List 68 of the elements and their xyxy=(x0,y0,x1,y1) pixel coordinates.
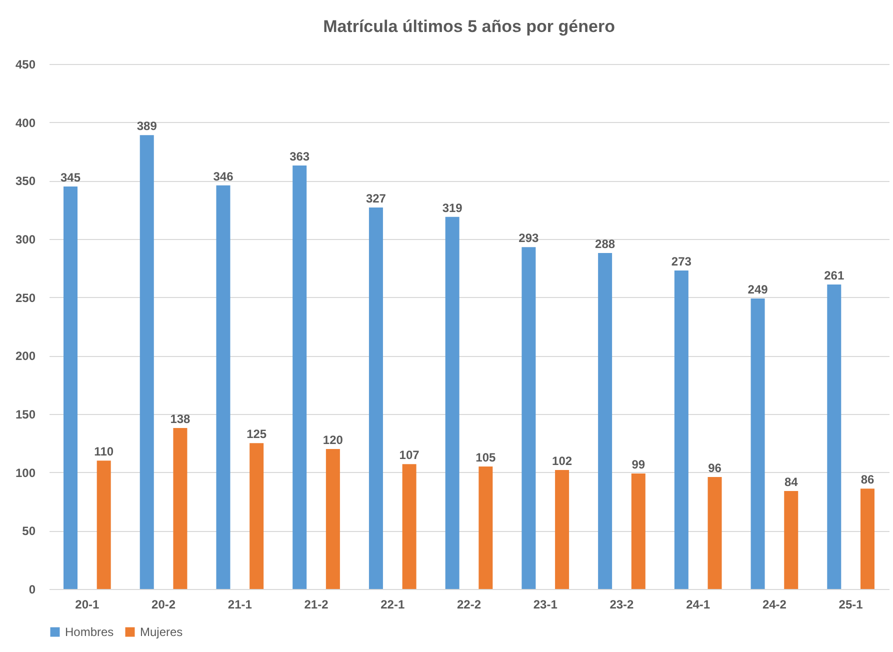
legend-label: Mujeres xyxy=(140,625,183,639)
y-tick-label: 100 xyxy=(15,466,36,480)
data-label: 293 xyxy=(518,231,540,246)
data-label: 363 xyxy=(290,150,310,164)
bar xyxy=(96,460,111,589)
data-label: 273 xyxy=(671,254,692,268)
y-tick-label: 450 xyxy=(15,58,36,72)
data-label: 346 xyxy=(213,169,234,184)
legend-label: Hombres xyxy=(65,625,114,639)
bar xyxy=(750,298,765,589)
bar xyxy=(478,466,493,589)
bar xyxy=(522,247,536,589)
data-label: 86 xyxy=(860,472,874,487)
x-tick-label: 20-2 xyxy=(152,598,176,612)
y-tick-label: 0 xyxy=(28,582,36,596)
bar xyxy=(326,449,340,589)
bar xyxy=(292,166,307,589)
bar xyxy=(402,464,416,589)
data-label: 84 xyxy=(784,475,798,489)
bar xyxy=(860,488,874,589)
x-tick-label: 24-2 xyxy=(762,598,787,612)
bar xyxy=(250,443,264,589)
y-tick-label: 400 xyxy=(15,116,36,130)
x-tick-label: 22-2 xyxy=(456,598,482,612)
data-label: 249 xyxy=(748,282,768,296)
bar xyxy=(708,477,722,589)
y-tick-label: 200 xyxy=(15,349,36,364)
y-tick-label: 250 xyxy=(15,290,36,305)
data-label: 105 xyxy=(476,450,496,464)
data-label: 120 xyxy=(322,433,344,447)
data-label: 102 xyxy=(552,454,572,468)
y-tick-label: 300 xyxy=(15,232,36,246)
data-label: 327 xyxy=(366,192,386,206)
data-label: 389 xyxy=(136,119,158,134)
bar xyxy=(368,208,383,589)
data-label: 125 xyxy=(246,427,267,442)
x-tick-label: 25-1 xyxy=(838,598,864,612)
bar xyxy=(216,185,230,589)
x-tick-label: 23-1 xyxy=(533,598,558,612)
x-tick-label: 24-1 xyxy=(686,598,710,612)
data-label: 107 xyxy=(399,448,420,462)
data-label: 261 xyxy=(824,268,844,282)
data-label: 110 xyxy=(94,444,114,459)
data-label: 96 xyxy=(708,461,722,475)
data-label: 345 xyxy=(60,170,81,184)
data-label: 138 xyxy=(170,412,191,426)
bar xyxy=(784,491,798,589)
chart-title: Matrícula últimos 5 años por género xyxy=(323,17,615,36)
bar xyxy=(64,186,78,589)
bar xyxy=(598,253,612,589)
data-label: 99 xyxy=(632,458,646,472)
bar xyxy=(173,428,188,589)
bar xyxy=(631,474,646,589)
x-tick-label: 21-1 xyxy=(228,598,252,612)
bar xyxy=(555,470,570,589)
y-tick-label: 50 xyxy=(22,524,36,538)
y-tick-label: 150 xyxy=(15,408,36,422)
bar xyxy=(140,135,154,589)
x-tick-label: 22-1 xyxy=(380,598,405,612)
bar xyxy=(445,216,460,589)
y-tick-label: 350 xyxy=(15,174,36,188)
x-tick-label: 23-2 xyxy=(610,598,634,612)
x-tick-label: 21-2 xyxy=(304,598,329,612)
data-label: 288 xyxy=(595,237,616,251)
bar xyxy=(674,270,688,589)
bar xyxy=(827,284,842,589)
data-label: 319 xyxy=(442,200,463,215)
x-tick-label: 20-1 xyxy=(75,598,100,612)
